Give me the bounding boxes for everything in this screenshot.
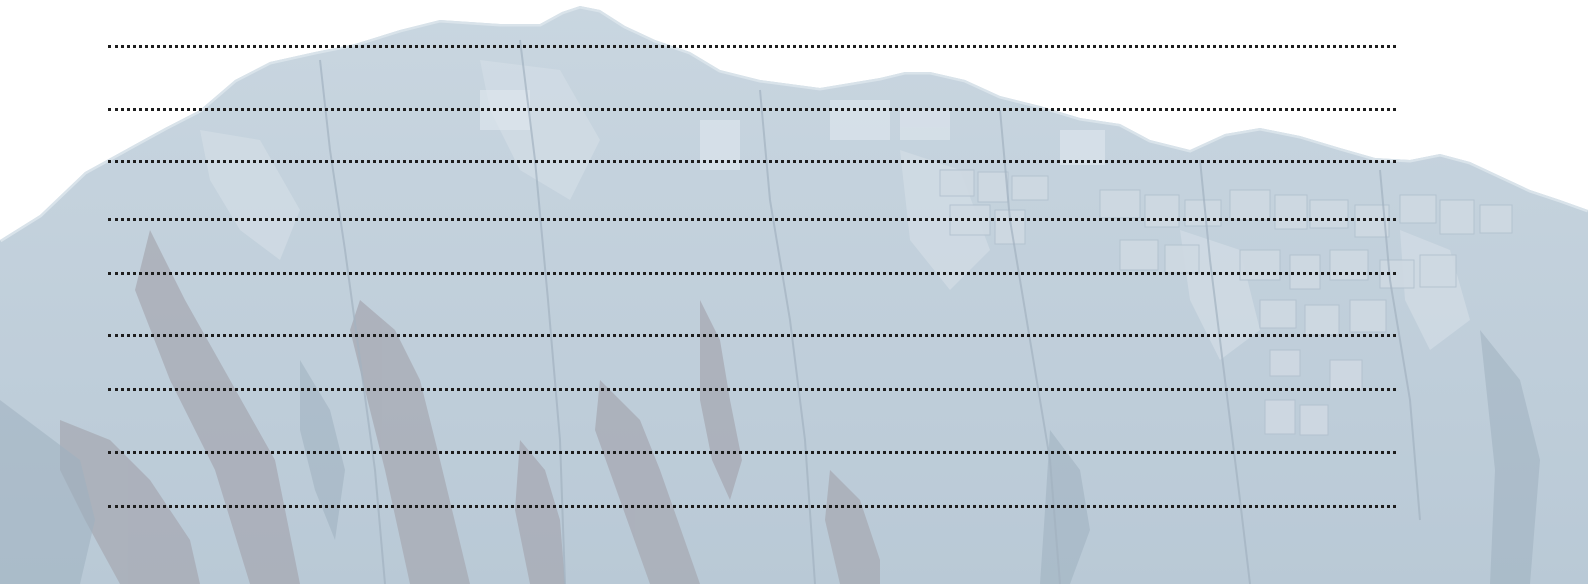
farm-fields-pattern (939, 169, 1513, 436)
